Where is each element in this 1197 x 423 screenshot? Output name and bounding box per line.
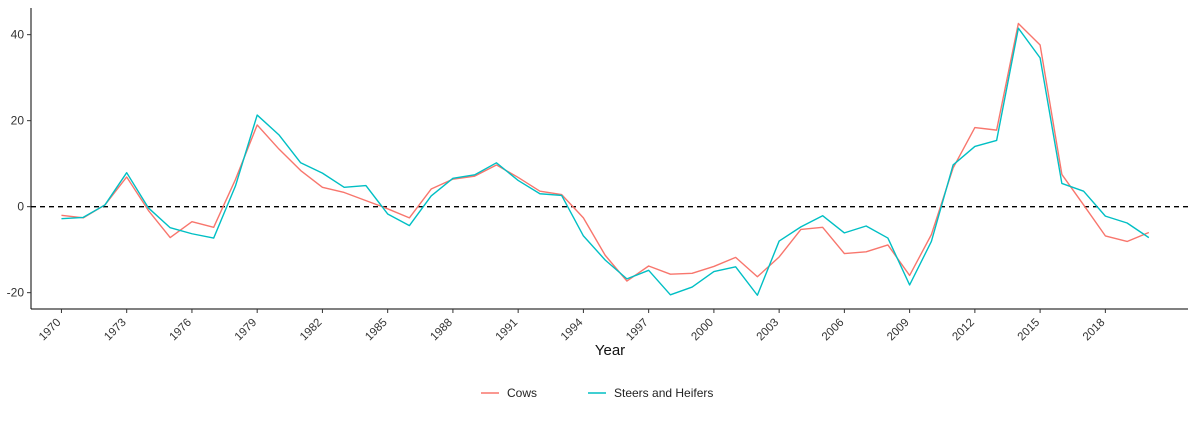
x-tick-label: 1988: [428, 317, 455, 344]
x-tick-label: 2006: [820, 317, 847, 344]
x-tick-label: 1997: [624, 317, 651, 344]
y-tick-label: 40: [11, 28, 25, 42]
x-tick-label: 1970: [37, 317, 64, 344]
plot-area: [31, 22, 1188, 296]
x-tick-label: 1973: [102, 317, 129, 344]
x-tick-label: 2009: [885, 317, 912, 344]
x-tick-label: 1982: [298, 317, 325, 344]
x-tick-label: 2003: [755, 317, 782, 344]
x-tick-label: 2015: [1016, 317, 1043, 344]
x-tick-label: 1994: [559, 316, 586, 343]
legend-label-cows: Cows: [507, 386, 537, 400]
legend-label-steers-and-heifers: Steers and Heifers: [614, 386, 713, 400]
series-line-steers-and-heifers: [61, 27, 1150, 296]
y-tick-label: 20: [11, 114, 25, 128]
x-tick-label: 1985: [363, 317, 390, 344]
x-tick-label: 1991: [494, 317, 521, 344]
x-tick-label: 1976: [167, 317, 194, 344]
x-axis-title: Year: [595, 342, 625, 359]
x-tick-label: 2018: [1081, 317, 1108, 344]
y-tick-label: 0: [17, 200, 24, 214]
x-tick-label: 1979: [233, 317, 260, 344]
legend: Cows Steers and Heifers: [481, 386, 713, 400]
x-tick-label: 2000: [689, 317, 716, 344]
y-tick-label: -20: [7, 286, 25, 300]
series-line-cows: [61, 22, 1150, 282]
x-tick-label: 2012: [950, 317, 977, 344]
